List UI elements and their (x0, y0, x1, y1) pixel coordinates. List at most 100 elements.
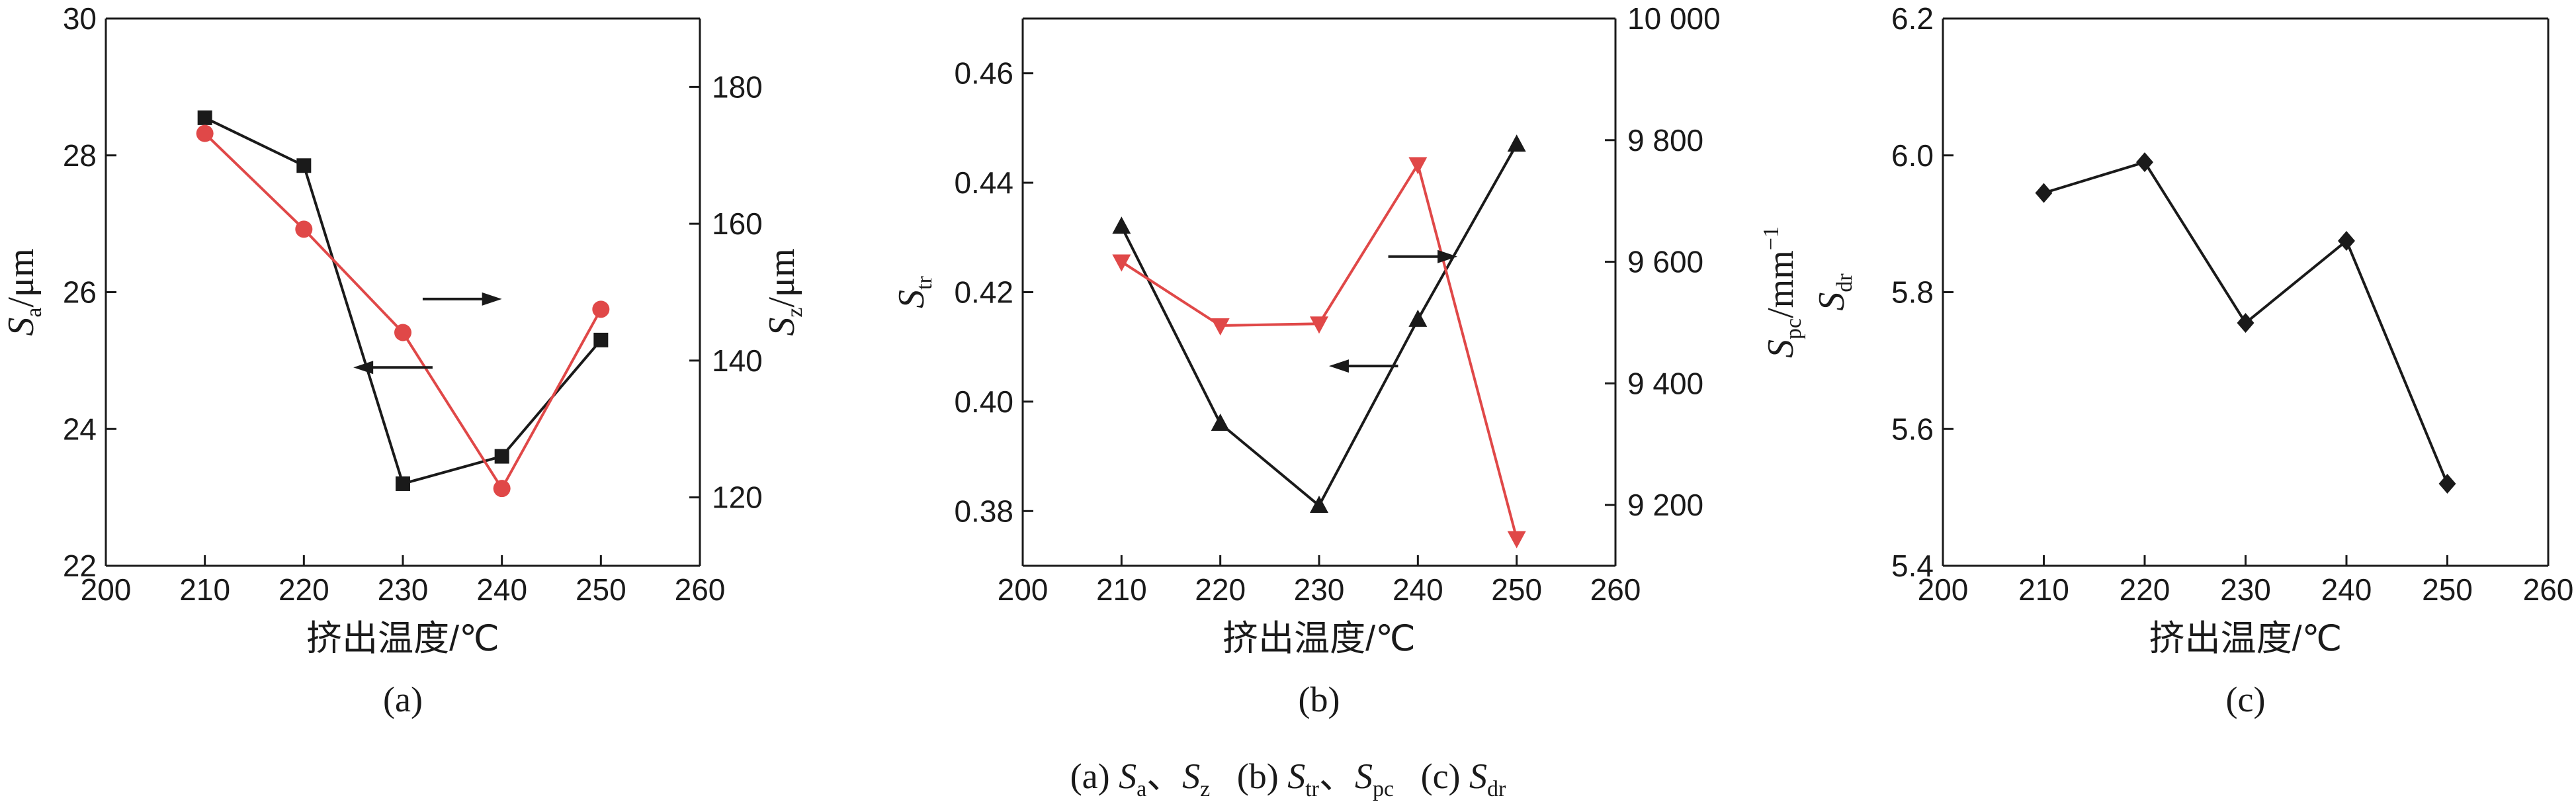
caption-a-separator: 、 (1146, 756, 1183, 796)
chart-b-y-right-label: Spc/mm−1 (1759, 226, 1806, 358)
chart-b-y-right-tick-label: 9 800 (1627, 123, 1703, 157)
chart-b-series-0-point (1507, 134, 1526, 152)
chart-b-series-1-point (1310, 316, 1328, 334)
chart-a-arrow-1-head (353, 361, 374, 375)
caption-b-symbol1: S (1287, 756, 1306, 796)
chart-a-x-tick-label: 240 (476, 572, 527, 607)
chart-a-y-left-tick-label: 22 (63, 549, 97, 583)
chart-c-x-tick-label: 230 (2220, 572, 2271, 607)
chart-b-arrow-0-head (1438, 249, 1458, 263)
caption-b-separator: 、 (1319, 756, 1355, 796)
caption-c-symbol1: S (1469, 756, 1488, 796)
chart-a-series-0-point (494, 449, 509, 464)
chart-a-series-1-point (394, 324, 411, 341)
figure-caption: (a) Sa、Sz (b) Str、Spc (c) Sdr (0, 746, 2576, 802)
chart-a-y-left-label: Sa/μm (1, 248, 46, 336)
chart-b-y-left-label: Str (891, 275, 937, 308)
chart-b-series-0-point (1211, 413, 1230, 431)
chart-c-y-left-tick-label: 5.8 (1891, 275, 1934, 310)
chart-a-y-left-tick-label: 26 (63, 275, 97, 310)
chart-a-y-right-tick-label: 140 (712, 343, 763, 378)
chart-a-series-1-point (493, 480, 511, 498)
chart-b-series-1-line (1121, 161, 1518, 539)
chart-c-x-tick-label: 210 (2018, 572, 2069, 607)
chart-a-y-right-tick-label: 180 (712, 69, 763, 104)
chart-c-series-0-point (2237, 313, 2254, 334)
chart-b-series-1-point (1507, 531, 1526, 549)
chart-a-x-tick-label: 260 (675, 572, 726, 607)
chart-a-series-0-point (197, 110, 212, 125)
chart-c-x-tick-label: 260 (2523, 572, 2574, 607)
chart-b-x-tick-label: 260 (1590, 572, 1641, 607)
chart-c-x-tick-label: 220 (2120, 572, 2170, 607)
caption-b-symbol2: S (1355, 756, 1373, 796)
chart-b-x-tick-label: 230 (1294, 572, 1345, 607)
chart-a-series-0-point (593, 332, 609, 347)
caption-c-sub1: dr (1487, 776, 1506, 801)
chart-c-series-0-point (2338, 230, 2355, 251)
caption-a-prefix: (a) (1070, 756, 1119, 796)
chart-c-y-left-tick-label: 6.0 (1891, 138, 1934, 173)
chart-a-panel-label: (a) (383, 680, 423, 719)
chart-a-x-tick-label: 210 (179, 572, 230, 607)
chart-b-y-right-tick-label: 9 400 (1627, 366, 1703, 400)
chart-c-y-left-label: Sdr (1811, 273, 1857, 311)
chart-c-panel-label: (c) (2226, 680, 2266, 719)
chart-a-series-1-line (204, 132, 603, 492)
chart-b-y-right-tick-label: 9 200 (1627, 488, 1703, 522)
chart-b-y-left-tick-label: 0.38 (954, 494, 1013, 528)
chart-b-y-right-tick-label: 9 600 (1627, 245, 1703, 279)
chart-a-series-1-point (592, 300, 610, 318)
chart-a-y-left-tick-label: 24 (63, 412, 97, 446)
chart-c-y-left-tick-label: 6.2 (1891, 1, 1934, 36)
caption-a-symbol2: S (1182, 756, 1201, 796)
chart-a-x-tick-label: 200 (81, 572, 132, 607)
chart-b-y-left-tick-label: 0.46 (954, 56, 1013, 91)
chart-b-y-left-tick-label: 0.42 (954, 275, 1013, 310)
caption-b-prefix: (b) (1236, 756, 1288, 796)
chart-a-x-axis-label: 挤出温度/℃ (306, 619, 499, 658)
chart-b-arrow-1-head (1328, 359, 1349, 373)
chart-b-y-left-tick-label: 0.44 (954, 165, 1013, 200)
caption-a-sub1: a (1137, 776, 1147, 801)
chart-c-x-axis-label: 挤出温度/℃ (2149, 619, 2342, 658)
chart-a-series-1-point (295, 220, 313, 238)
chart-b-series-1-point (1112, 254, 1131, 272)
chart-b-panel-label: (b) (1299, 680, 1340, 719)
chart-c-x-tick-label: 240 (2321, 572, 2372, 607)
chart-b-x-axis-label: 挤出温度/℃ (1223, 619, 1416, 658)
chart-a-y-left-tick-label: 28 (63, 138, 97, 173)
chart-a-x-tick-label: 230 (378, 572, 429, 607)
chart-b-x-tick-label: 240 (1393, 572, 1443, 607)
chart-b-y-right-tick-label: 10 000 (1627, 1, 1721, 36)
chart-c-x-tick-label: 250 (2422, 572, 2473, 607)
chart-b-x-tick-label: 220 (1195, 572, 1246, 607)
chart-c-y-left-tick-label: 5.6 (1891, 412, 1934, 446)
chart-b-x-tick-label: 250 (1491, 572, 1542, 607)
chart-a-series-0-line (204, 116, 602, 486)
chart-a-arrow-0-head (482, 292, 502, 306)
chart-a-series-1-point (196, 124, 214, 142)
chart-a-y-right-label: Sz/μm (761, 248, 807, 336)
chart-a-x-tick-label: 220 (279, 572, 329, 607)
chart-c-series-0-point (2438, 473, 2456, 494)
chart-b-x-tick-label: 200 (998, 572, 1049, 607)
chart-a-series-0-point (296, 158, 312, 173)
chart-a-y-right-tick-label: 160 (712, 206, 763, 241)
chart-b-x-tick-label: 210 (1096, 572, 1147, 607)
chart-b-series-0-point (1408, 309, 1428, 327)
chart-c-series-0-point (2136, 152, 2153, 173)
chart-a-x-tick-label: 250 (576, 572, 626, 607)
caption-c-prefix: (c) (1420, 756, 1470, 796)
caption-b-sub2: pc (1373, 776, 1395, 801)
chart-c-series-0-point (2035, 183, 2053, 203)
caption-a-sub2: z (1200, 776, 1211, 801)
chart-b-series-1-point (1408, 157, 1428, 175)
chart-a-y-right-tick-label: 120 (712, 480, 763, 515)
chart-a-y-left-tick-label: 30 (63, 1, 97, 36)
chart-c-y-left-tick-label: 5.4 (1891, 549, 1934, 583)
chart-b-series-0-point (1310, 496, 1328, 514)
chart-b-y-left-tick-label: 0.40 (954, 384, 1013, 419)
chart-a-series-0-point (396, 476, 410, 491)
